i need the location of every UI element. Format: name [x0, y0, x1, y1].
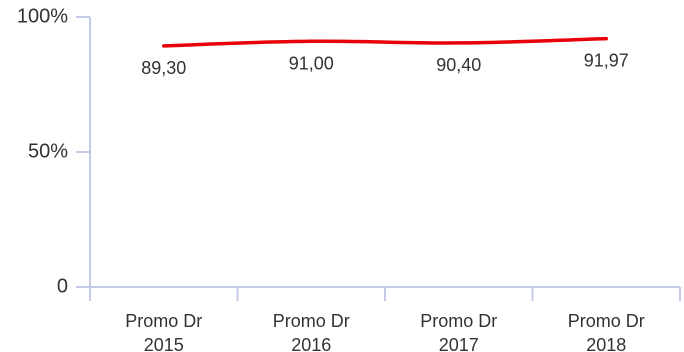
- data-label: 91,00: [289, 53, 334, 73]
- series-layer: [162, 36, 608, 48]
- x-tick-label-line: Promo Dr: [273, 311, 350, 331]
- data-labels: 89,30 91,00 90,40 91,97: [141, 51, 629, 78]
- x-tick-label: Promo Dr 2017: [420, 311, 497, 352]
- x-tick-label-line: 2015: [144, 335, 184, 352]
- y-tick-label: 0: [57, 275, 68, 297]
- data-label: 91,97: [584, 51, 629, 71]
- series-line: [162, 36, 608, 48]
- y-tick-label: 100%: [17, 5, 68, 27]
- data-label: 90,40: [436, 55, 481, 75]
- y-tick-label: 50%: [28, 140, 68, 162]
- x-tick-label: Promo Dr 2015: [125, 311, 202, 352]
- x-tick-label-line: 2018: [586, 335, 626, 352]
- x-tick-label-line: 2016: [291, 335, 331, 352]
- x-tick-label-line: Promo Dr: [420, 311, 497, 331]
- x-tick-label-line: Promo Dr: [125, 311, 202, 331]
- x-tick-label: Promo Dr 2016: [273, 311, 350, 352]
- y-axis-ticks: 0 50% 100%: [17, 5, 90, 297]
- x-tick-label-line: Promo Dr: [568, 311, 645, 331]
- x-tick-label: Promo Dr 2018: [568, 311, 645, 352]
- x-tick-label-line: 2017: [439, 335, 479, 352]
- data-label: 89,30: [141, 58, 186, 78]
